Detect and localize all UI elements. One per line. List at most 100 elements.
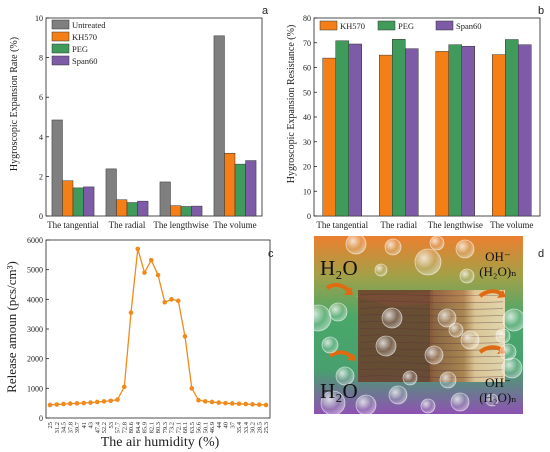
x-tick-label: 72.1 [175, 422, 182, 433]
panel-b-letter: b [538, 5, 544, 17]
panel-c-letter: c [268, 248, 274, 260]
x-tick-label: 31.2 [54, 422, 61, 433]
bar [51, 119, 63, 217]
x-tick-label: 41 [81, 422, 88, 429]
x-tick-label: 37.8 [67, 422, 74, 433]
x-tick-label: 84.4 [135, 421, 142, 433]
water-droplet [335, 366, 355, 386]
water-droplet [414, 248, 442, 276]
data-point [189, 386, 195, 391]
x-tick-label: 44 [216, 421, 223, 428]
data-point [108, 398, 114, 404]
wood-grain-line [359, 314, 504, 317]
panel-a-letter: a [262, 5, 269, 17]
data-point [229, 401, 235, 406]
bar [379, 54, 393, 217]
data-point [196, 397, 201, 403]
water-droplet [381, 307, 403, 329]
bar [191, 205, 203, 217]
data-point [94, 399, 100, 405]
category-label: The lengthwise [428, 220, 483, 230]
bar [170, 205, 182, 217]
water-droplet [499, 343, 517, 361]
panel-c-chart: c Release amoun (pcs/cm³) The air humidi… [4, 236, 274, 450]
y-tick-label: 0 [39, 212, 43, 221]
legend-label: Span60 [456, 21, 482, 31]
bar [213, 35, 225, 217]
water-droplets [304, 233, 526, 416]
data-point [216, 400, 222, 405]
x-tick-label: 30.2 [250, 422, 257, 433]
y-tick-label: 60 [303, 64, 311, 73]
x-tick-label: 39.7 [74, 421, 81, 433]
category-label: The volume [213, 220, 256, 230]
y-tick-label: 40 [303, 113, 311, 122]
bar [461, 45, 475, 217]
water-droplet [384, 238, 402, 256]
bar [137, 200, 149, 217]
water-droplet [355, 394, 377, 416]
data-point [175, 298, 181, 304]
bar [180, 206, 192, 217]
bar [448, 44, 462, 217]
data-point [128, 310, 134, 315]
bar [245, 160, 257, 217]
data-point [88, 400, 93, 405]
legend-swatch [435, 20, 454, 31]
y-tick-label: 50 [303, 88, 311, 97]
data-point [256, 402, 262, 407]
wood-grain-line [359, 361, 504, 365]
bar [405, 48, 419, 217]
y-tick-label: 2000 [27, 355, 43, 364]
bar [159, 181, 171, 217]
bar [72, 187, 84, 217]
y-tick-label: 6 [39, 93, 43, 102]
water-droplet [460, 330, 480, 350]
x-tick-label: 80.3 [155, 422, 162, 433]
y-tick-label: 70 [303, 39, 311, 48]
legend-swatch [51, 31, 70, 42]
chart-legend: KH570 PEG Span60 [319, 20, 482, 31]
data-point [263, 402, 269, 408]
panel-c-xlabel: The air humidity (%) [101, 435, 220, 450]
category-label: The tangential [316, 220, 368, 230]
wood-grain-line [359, 307, 504, 310]
y-tick-label: 80 [303, 14, 311, 23]
legend-label: KH570 [72, 32, 97, 42]
y-tick-label: 20 [303, 163, 311, 172]
data-point [243, 401, 249, 407]
y-tick-label: 30 [303, 138, 311, 147]
x-tick-label: 79.3 [162, 422, 169, 433]
data-point [121, 384, 127, 390]
y-tick-label: 10 [35, 14, 43, 23]
panel-c-ylabel: Release amoun (pcs/cm³) [4, 261, 19, 393]
water-droplet [328, 302, 348, 322]
chart-legend: Untreated KH570 PEG Span60 [51, 19, 106, 66]
water-droplet [485, 393, 499, 407]
legend-label: KH570 [340, 21, 365, 31]
y-tick-label: 3000 [27, 325, 43, 334]
water-droplet [459, 268, 475, 284]
water-droplet [455, 239, 475, 259]
panel-b-ylabel: Hygroscopic Expansion Resistance (%) [286, 25, 297, 184]
category-label: The tangential [47, 220, 99, 230]
data-point [142, 270, 147, 275]
x-tick-label: 33.4 [243, 421, 250, 433]
bar [348, 43, 362, 217]
hydroxide-label-bottom: OH⁻ [485, 375, 511, 390]
plot-frame [45, 17, 263, 217]
panel-d-schematic: d H₂O H₂O OH⁻ (H₂O)ₙ OH⁻ (H₂O)ₙ [304, 233, 544, 416]
data-point [202, 399, 208, 404]
x-tick-label: 34.5 [61, 422, 68, 433]
bar [392, 39, 406, 217]
x-tick-label: 35.4 [236, 421, 243, 433]
water-droplet [439, 371, 457, 389]
water-droplet [321, 336, 339, 354]
water-droplet [304, 304, 332, 332]
water-droplet [437, 308, 457, 328]
bar [116, 199, 128, 217]
x-tick-label: 53 [108, 422, 115, 429]
hydrated-cluster-label-bottom: (H₂O)ₙ [479, 390, 517, 405]
panel-a-chart: a Hygroscopic Expansion Rate (%) 0 2 4 6 8 10… [9, 5, 269, 230]
